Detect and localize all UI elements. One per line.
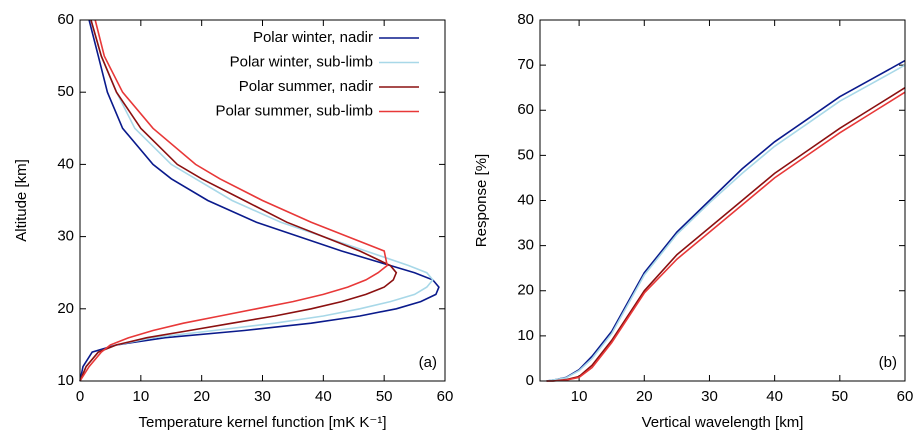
series-line [546, 91, 906, 382]
legend-label: Polar winter, sub-limb [230, 53, 373, 70]
plot-frame [79, 19, 446, 382]
x-tick-label: 40 [315, 388, 332, 405]
series-line [546, 59, 906, 382]
panel-label: (a) [419, 354, 437, 371]
y-tick-label: 20 [517, 282, 534, 299]
x-tick-label: 10 [571, 388, 588, 405]
y-axis-label: Altitude [km] [13, 159, 30, 242]
x-tick-label: 50 [831, 388, 848, 405]
legend-label: Polar summer, nadir [239, 78, 373, 95]
y-tick-label: 70 [517, 56, 534, 73]
y-tick-label: 20 [57, 300, 74, 317]
series-line [546, 64, 906, 382]
x-tick-label: 20 [636, 388, 653, 405]
x-tick-label: 60 [437, 388, 454, 405]
x-axis-label: Vertical wavelength [km] [642, 414, 804, 431]
x-tick-label: 0 [76, 388, 84, 405]
x-tick-label: 30 [254, 388, 271, 405]
y-tick-label: 40 [517, 191, 534, 208]
panel-label: (b) [879, 354, 897, 371]
y-tick-label: 60 [57, 11, 74, 28]
y-tick-label: 50 [517, 146, 534, 163]
legend-label: Polar summer, sub-limb [215, 102, 373, 119]
x-tick-label: 10 [132, 388, 149, 405]
x-tick-label: 60 [897, 388, 914, 405]
legend-label: Polar winter, nadir [253, 29, 373, 46]
y-tick-label: 30 [517, 237, 534, 254]
x-axis-label: Temperature kernel function [mK K⁻¹] [138, 414, 386, 431]
series-line [79, 19, 440, 382]
y-tick-label: 50 [57, 83, 74, 100]
x-tick-label: 30 [701, 388, 718, 405]
x-tick-label: 50 [376, 388, 393, 405]
series-line [79, 19, 398, 382]
y-axis-label: Response [%] [473, 154, 490, 247]
y-tick-label: 60 [517, 101, 534, 118]
series-line [546, 87, 906, 382]
y-tick-label: 10 [517, 327, 534, 344]
y-tick-label: 80 [517, 11, 534, 28]
series-line [79, 19, 434, 382]
y-tick-label: 10 [57, 372, 74, 389]
y-tick-label: 30 [57, 228, 74, 245]
y-tick-label: 40 [57, 155, 74, 172]
series-line [79, 19, 389, 382]
plot-frame [539, 19, 906, 382]
x-tick-label: 20 [193, 388, 210, 405]
y-tick-label: 0 [526, 372, 534, 389]
x-tick-label: 40 [766, 388, 783, 405]
